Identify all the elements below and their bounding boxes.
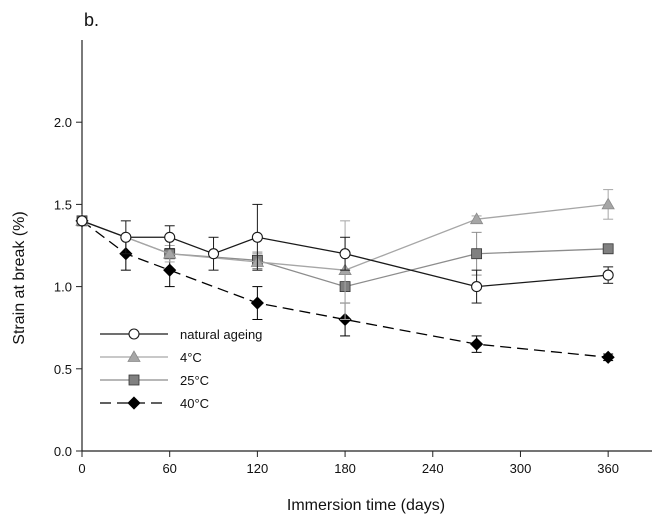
data-point: [207, 248, 220, 260]
series-line: [81, 203, 609, 271]
data-point: [339, 248, 351, 260]
legend-entry-0: natural ageing: [100, 327, 262, 342]
data-point: [469, 212, 484, 225]
data-point: [120, 231, 132, 243]
y-tick-label: 1.5: [54, 197, 72, 212]
data-point: [471, 248, 483, 260]
legend-label: 40°C: [180, 396, 209, 411]
panel-label: b.: [84, 10, 99, 30]
series-line: [81, 220, 609, 288]
x-tick-label: 360: [597, 461, 619, 476]
series-0: [76, 203, 614, 304]
data-point: [601, 197, 615, 210]
legend-marker: [128, 328, 140, 340]
y-tick-label: 1.0: [54, 280, 72, 295]
data-point: [602, 243, 614, 255]
plot-area: 0 60 120 180 240 300 360 0.0 0.5 1.0 1.5 2.0: [54, 40, 652, 476]
x-tick-label: 180: [334, 461, 356, 476]
x-tick-label: 120: [247, 461, 269, 476]
y-tick-label: 2.0: [54, 115, 72, 130]
x-tick-label: 0: [78, 461, 85, 476]
x-tick-label: 60: [162, 461, 176, 476]
legend-marker: [127, 350, 141, 362]
legend-entry-3: 40°C: [100, 396, 209, 411]
data-point: [164, 231, 176, 243]
data-point: [470, 337, 484, 351]
legend-entry-1: 4°C: [100, 350, 202, 365]
data-point: [250, 296, 264, 310]
legend: natural ageing 4°C 25°C 40°C: [100, 327, 262, 411]
data-point: [76, 215, 88, 227]
y-axis-title: Strain at break (%): [11, 211, 28, 344]
data-point: [471, 281, 483, 293]
data-point: [163, 246, 177, 259]
x-tick-label: 300: [510, 461, 532, 476]
data-point: [602, 269, 614, 281]
data-point: [601, 350, 615, 364]
legend-label: 4°C: [180, 350, 202, 365]
y-tick-label: 0.0: [54, 444, 72, 459]
legend-marker: [127, 396, 141, 410]
data-point: [251, 231, 263, 243]
legend-marker: [128, 374, 140, 386]
y-tick-label: 0.5: [54, 362, 72, 377]
x-tick-label: 240: [422, 461, 444, 476]
legend-entry-2: 25°C: [100, 373, 209, 388]
legend-label: 25°C: [180, 373, 209, 388]
data-point: [163, 263, 177, 277]
x-axis-title: Immersion time (days): [287, 497, 445, 514]
legend-label: natural ageing: [180, 327, 262, 342]
